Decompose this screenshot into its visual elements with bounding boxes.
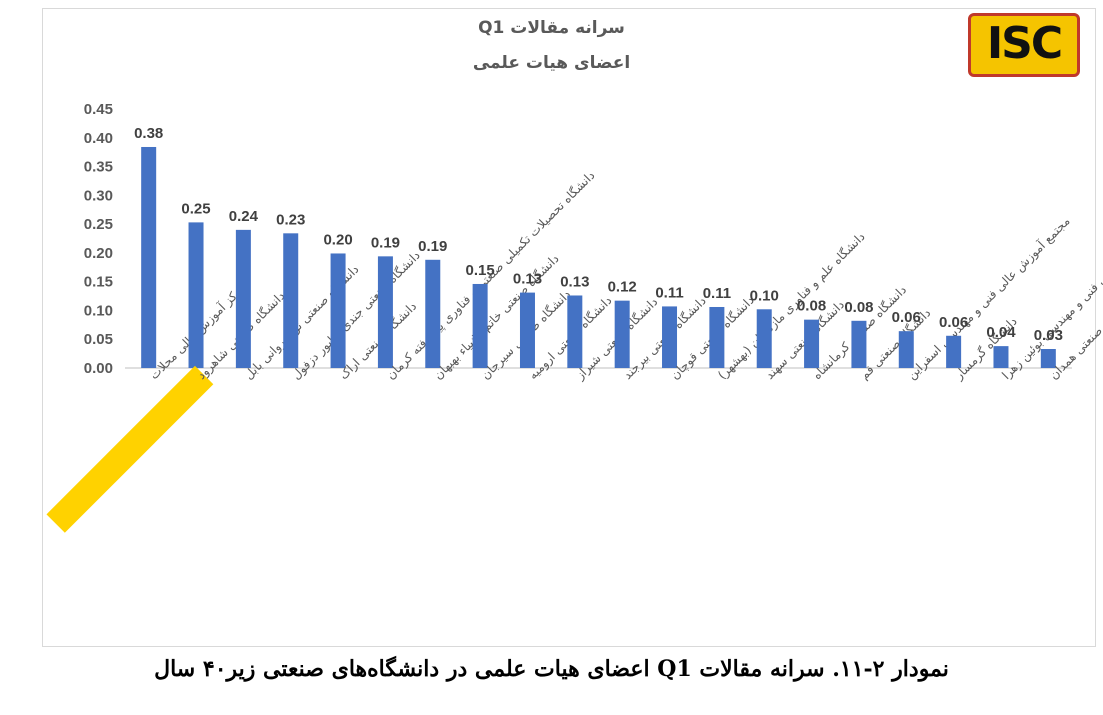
data-label: 0.06 — [939, 314, 968, 331]
bar — [567, 295, 583, 368]
highlight-band — [46, 365, 214, 533]
bar — [898, 331, 914, 368]
highlight-rect — [46, 365, 214, 533]
bar — [472, 283, 488, 368]
y-tick-label: 0.45 — [84, 101, 113, 118]
data-label: 0.20 — [323, 231, 352, 248]
figure-caption: نمودار ۲-۱۱. سرانه مقالات Q1 اعضای هیات … — [154, 656, 949, 682]
data-label: 0.08 — [797, 298, 826, 315]
bar — [519, 292, 535, 368]
y-tick-label: 0.25 — [84, 216, 113, 233]
data-label: 0.19 — [418, 238, 447, 255]
data-label: 0.08 — [844, 299, 873, 316]
bar — [188, 222, 204, 368]
bar — [614, 300, 630, 368]
y-tick-label: 0.35 — [84, 159, 113, 176]
y-tick-label: 0.15 — [84, 274, 113, 291]
data-label: 0.10 — [750, 287, 779, 304]
bar — [709, 306, 725, 368]
bar — [377, 256, 393, 368]
bar — [756, 309, 772, 368]
bar — [851, 320, 867, 368]
y-tick-label: 0.30 — [84, 187, 113, 204]
bar — [330, 253, 346, 368]
y-tick-label: 0.10 — [84, 302, 113, 319]
bar — [1040, 349, 1056, 368]
data-label: 0.24 — [229, 208, 259, 225]
data-label: 0.13 — [560, 273, 589, 290]
bar — [425, 259, 441, 368]
data-label: 0.25 — [181, 200, 210, 217]
bar-chart: 0.00 0.05 0.10 0.15 0.20 0.25 0.30 0.35 0.40 0.45… — [46, 101, 1103, 533]
y-tick-label: 0.05 — [84, 331, 113, 348]
data-label: 0.15 — [466, 262, 495, 279]
data-label: 0.13 — [513, 271, 542, 288]
data-label: 0.03 — [1034, 327, 1063, 344]
bar — [804, 319, 820, 368]
data-label: 0.38 — [134, 125, 163, 142]
bar — [141, 146, 157, 368]
bar — [235, 229, 251, 368]
bar — [662, 306, 678, 368]
data-label: 0.11 — [703, 285, 731, 302]
bar — [283, 233, 299, 368]
y-tick-label: 0.00 — [84, 360, 113, 377]
data-label: 0.04 — [986, 324, 1016, 341]
y-tick-label: 0.40 — [84, 130, 113, 147]
isc-logo-text: ISC — [986, 18, 1063, 69]
bar — [946, 335, 962, 368]
data-label: 0.11 — [655, 284, 683, 301]
data-label: 0.12 — [608, 279, 637, 296]
chart-subtitle: اعضای هیات علمی — [472, 53, 631, 73]
bar — [993, 346, 1009, 368]
chart-title: سرانه مقالات Q1 — [478, 18, 625, 38]
isc-logo: ISC — [968, 13, 1080, 77]
data-label: 0.06 — [892, 309, 921, 326]
data-label: 0.19 — [371, 234, 400, 251]
y-tick-label: 0.20 — [84, 245, 113, 262]
data-label: 0.23 — [276, 211, 305, 228]
